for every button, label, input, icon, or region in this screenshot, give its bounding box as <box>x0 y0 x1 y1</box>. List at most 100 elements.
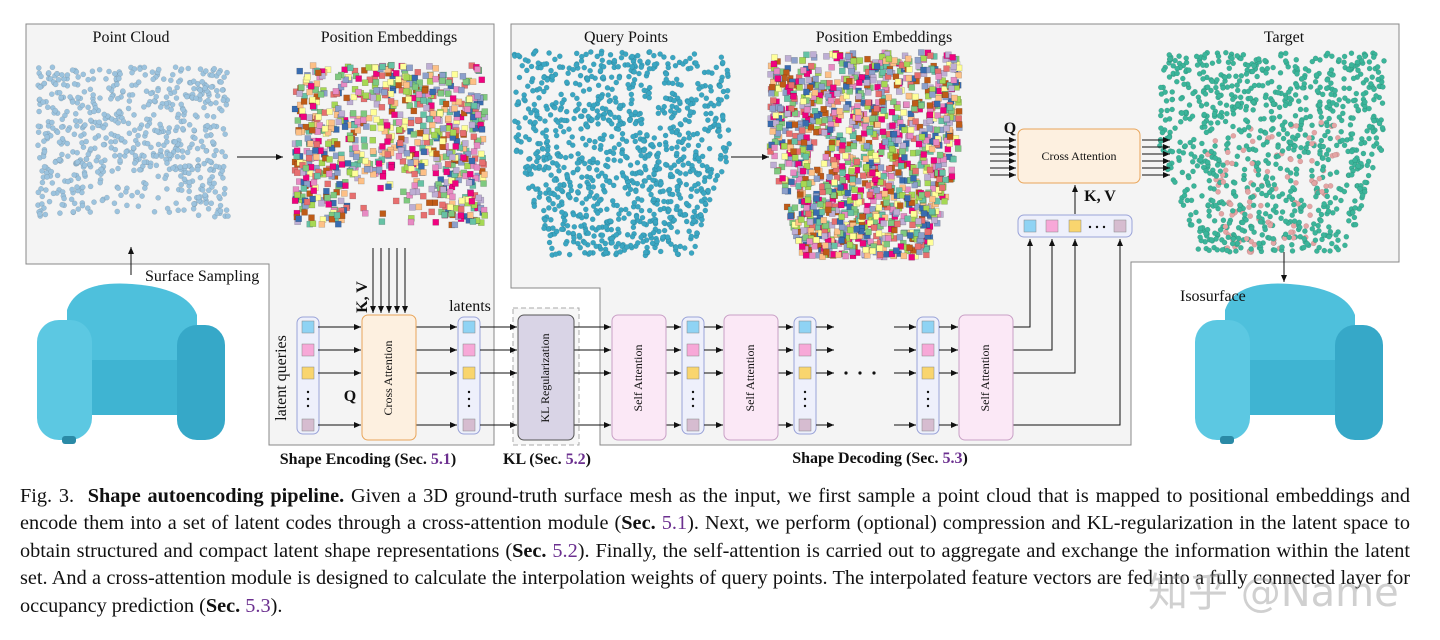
point <box>1303 94 1309 101</box>
embedding-cube <box>342 76 349 83</box>
embedding-cube <box>392 197 400 205</box>
point <box>58 71 65 78</box>
point <box>71 172 77 178</box>
embedding-cube <box>836 108 843 115</box>
point <box>65 127 71 133</box>
point <box>578 126 584 132</box>
latent-queries-label: latent queries <box>273 335 290 421</box>
point <box>1226 65 1233 72</box>
point <box>1236 78 1243 84</box>
embedding-cube <box>442 153 450 160</box>
point <box>125 120 132 127</box>
point <box>1265 160 1272 167</box>
embedding-cube <box>304 73 311 81</box>
point <box>179 125 186 132</box>
embedding-cube <box>847 209 855 217</box>
point <box>145 101 152 108</box>
embedding-cube <box>373 87 380 94</box>
point <box>640 137 647 144</box>
point <box>686 228 693 235</box>
latent-token <box>301 343 315 357</box>
point <box>718 54 725 61</box>
embedding-cube <box>295 139 303 147</box>
point <box>583 51 589 58</box>
point <box>1320 143 1327 150</box>
point <box>75 175 82 182</box>
point <box>1370 128 1377 135</box>
embedding-cube <box>455 98 463 106</box>
point <box>1204 159 1211 166</box>
point <box>541 61 547 68</box>
point <box>570 211 577 218</box>
point <box>1318 114 1325 121</box>
point <box>75 94 81 101</box>
point <box>1328 80 1334 86</box>
point <box>174 124 181 131</box>
point <box>627 186 634 193</box>
point <box>1190 168 1196 175</box>
point <box>1234 153 1241 160</box>
embedding-cube <box>420 169 427 176</box>
point <box>1370 54 1377 60</box>
point <box>1263 102 1270 108</box>
embedding-cube <box>910 175 917 182</box>
embedding-cube <box>898 148 906 155</box>
embedding-cube <box>432 65 439 72</box>
point <box>560 128 567 135</box>
point <box>115 119 122 126</box>
embedding-cube <box>896 233 904 241</box>
point <box>1245 189 1251 195</box>
point <box>552 127 559 134</box>
embedding-cube <box>815 67 822 74</box>
ellipsis-dot <box>691 390 695 394</box>
point <box>558 187 565 193</box>
point <box>523 67 530 74</box>
embedding-cube <box>318 159 326 167</box>
embedding-cube <box>895 137 902 144</box>
point <box>1356 186 1363 192</box>
point <box>718 78 725 84</box>
point <box>1239 219 1246 226</box>
point <box>685 130 692 137</box>
point <box>106 85 112 91</box>
embedding-cube <box>429 88 436 96</box>
embedding-cube <box>451 105 458 112</box>
point <box>657 206 664 213</box>
embedding-cube <box>331 101 338 109</box>
point <box>575 165 581 172</box>
point <box>615 63 622 70</box>
ellipsis-dot <box>467 404 471 408</box>
embedding-cube <box>767 71 774 78</box>
point <box>108 131 115 137</box>
point <box>94 169 101 175</box>
embedding-cube <box>910 210 917 218</box>
point <box>147 90 154 97</box>
point <box>1345 66 1352 73</box>
embedding-cube <box>813 209 820 216</box>
embedding-cube <box>459 129 467 137</box>
point <box>1249 138 1256 145</box>
point <box>1282 102 1289 109</box>
embedding-cube <box>935 73 942 80</box>
point <box>186 195 192 202</box>
embedding-cube <box>302 123 310 131</box>
embedding-cube <box>388 164 395 171</box>
point <box>1298 118 1305 125</box>
point <box>79 202 86 209</box>
point <box>141 153 147 160</box>
embedding-cube <box>472 174 479 182</box>
point <box>641 220 647 227</box>
point <box>562 240 569 247</box>
point <box>561 217 568 224</box>
point <box>1174 65 1181 72</box>
embedding-cube <box>803 51 810 59</box>
embedding-cube <box>420 111 427 118</box>
point <box>93 157 100 164</box>
point <box>59 116 66 123</box>
point <box>544 147 551 153</box>
embedding-cube <box>907 126 915 134</box>
point <box>1233 73 1239 80</box>
embedding-cube <box>873 105 880 112</box>
embedding-cube <box>949 54 956 61</box>
point <box>1320 155 1326 162</box>
